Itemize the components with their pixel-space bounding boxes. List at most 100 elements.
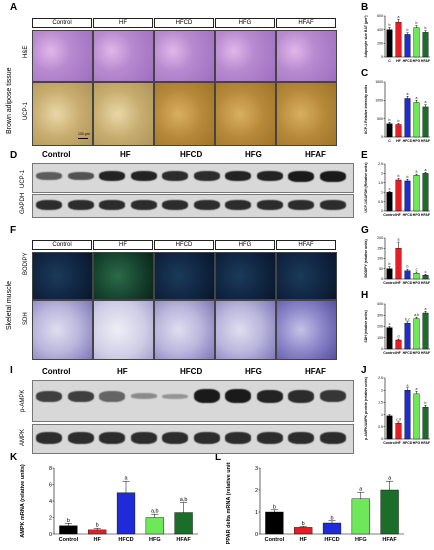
significance-letter: a — [416, 170, 418, 174]
significance-letter: b,c — [405, 317, 410, 321]
y-tick-label: 200 — [377, 42, 383, 46]
category-label: HFCD — [403, 213, 413, 217]
significance-letter: b — [425, 401, 427, 405]
y-tick-label: 500 — [377, 117, 383, 121]
ucp1-image-hfaf — [276, 82, 337, 146]
significance-letter: c,d — [396, 417, 401, 421]
blot-band — [99, 171, 125, 181]
blot-band — [193, 171, 220, 181]
bar — [422, 407, 429, 440]
chart-l: 0 1 2 3 PPAR delta mRNA (relative units) b Con… — [226, 462, 404, 544]
bar — [116, 492, 136, 535]
significance-letter: b — [398, 119, 400, 123]
y-axis-label: p-AMPK/AMPK protein (relative units) — [364, 377, 368, 440]
ucp1-image-hfg — [215, 82, 276, 146]
y-axis-label: Adipocyte size BAT (μm²) — [364, 15, 368, 57]
sdh-image-hfg — [215, 300, 276, 360]
category-label: HF — [396, 351, 402, 355]
tissue-label-sm: Skeletal muscle — [6, 280, 13, 330]
category-label: HFCD — [403, 139, 413, 143]
blot-band — [319, 170, 346, 182]
significance-letter: a — [416, 96, 418, 100]
bar — [351, 498, 370, 535]
stain-label-ucp1: UCP-1 — [23, 101, 29, 120]
category-label: HFCD — [324, 537, 339, 543]
blot-band — [193, 200, 220, 210]
bodipy-image-hfcd — [154, 252, 215, 300]
category-label: HFG — [355, 537, 367, 543]
group-header-hfaf: HFAF — [276, 18, 336, 28]
bar — [174, 512, 193, 535]
y-tick-label: 1.5 — [378, 181, 383, 185]
blot-band — [67, 200, 94, 210]
significance-letter: a,b — [151, 509, 159, 515]
y-tick-label: 1 — [381, 190, 383, 194]
blot-band — [193, 432, 220, 444]
blot-band — [130, 171, 157, 181]
y-tick-label: 400 — [377, 302, 383, 306]
blot-i-hfaf: HFAF — [305, 367, 326, 376]
blot-band — [288, 170, 314, 182]
significance-letter: b — [389, 262, 391, 266]
y-tick-label: 0 — [381, 347, 383, 351]
bar — [413, 27, 420, 58]
y-axis-label: AMPK mRNA (relative units) — [20, 464, 26, 538]
y-tick-label: 0 — [49, 532, 52, 538]
panel-label-b: B — [361, 2, 369, 13]
blot-band — [67, 172, 94, 180]
category-label: Control — [383, 441, 395, 445]
bar — [422, 275, 429, 280]
category-label: C — [388, 59, 391, 63]
bar — [413, 318, 420, 350]
y-tick-label: 1 — [381, 413, 383, 417]
group-header-hfg: HFG — [215, 18, 275, 28]
blot-band — [67, 432, 94, 444]
bar — [413, 273, 420, 280]
stain-label-bodipy: BODIPY — [23, 252, 29, 275]
blot-band — [36, 390, 62, 402]
significance-letter: a,b — [414, 313, 419, 317]
chart-h: 0 100 200 300 400 SDH (relative units) c Contro… — [364, 302, 431, 355]
significance-letter: a — [398, 238, 400, 242]
blot-band — [288, 200, 314, 210]
y-tick-label: 1 — [255, 510, 258, 516]
bar — [265, 511, 284, 535]
chart-e: 0 0.5 1 1.5 2 2.5 UCP-1/GAPDH (Relative units)… — [364, 162, 431, 217]
f-header-hf: HF — [93, 240, 153, 250]
y-tick-label: 400 — [377, 28, 383, 32]
significance-letter: b — [398, 174, 400, 178]
f-header-hfcd: HFCD — [154, 240, 214, 250]
y-tick-label: 600 — [377, 14, 383, 18]
significance-letter: a — [407, 383, 409, 387]
f-header-control: Control — [32, 240, 92, 250]
bar — [386, 415, 393, 440]
panel-label-d: D — [10, 150, 18, 161]
y-tick-label: 50 — [379, 267, 383, 271]
category-label: C — [388, 139, 391, 143]
category-label: HFAF — [421, 213, 431, 217]
bar — [422, 173, 429, 212]
significance-letter: c — [425, 270, 427, 274]
category-label: HFCD — [403, 351, 413, 355]
category-label: HF — [396, 441, 402, 445]
significance-letter: d — [398, 335, 400, 339]
y-tick-label: 0 — [381, 277, 383, 281]
bar — [413, 102, 420, 138]
category-label: HF — [300, 537, 308, 543]
bar — [395, 21, 402, 58]
significance-letter: c — [389, 322, 391, 326]
blot-band — [256, 171, 283, 181]
blot-band — [319, 200, 346, 210]
f-header-hfg: HFG — [215, 240, 275, 250]
category-label: HFG — [413, 281, 421, 285]
blot-band — [225, 171, 251, 181]
bar — [404, 180, 411, 212]
panel-label-j: J — [361, 365, 367, 376]
y-tick-label: 0.5 — [378, 200, 383, 204]
blot-d-hfaf: HFAF — [305, 150, 326, 159]
blot-i-hfg: HFG — [245, 367, 262, 376]
category-label: HF — [396, 213, 402, 217]
sdh-image-hfaf — [276, 300, 337, 360]
category-label: HFCD — [403, 59, 413, 63]
bar — [422, 106, 429, 138]
